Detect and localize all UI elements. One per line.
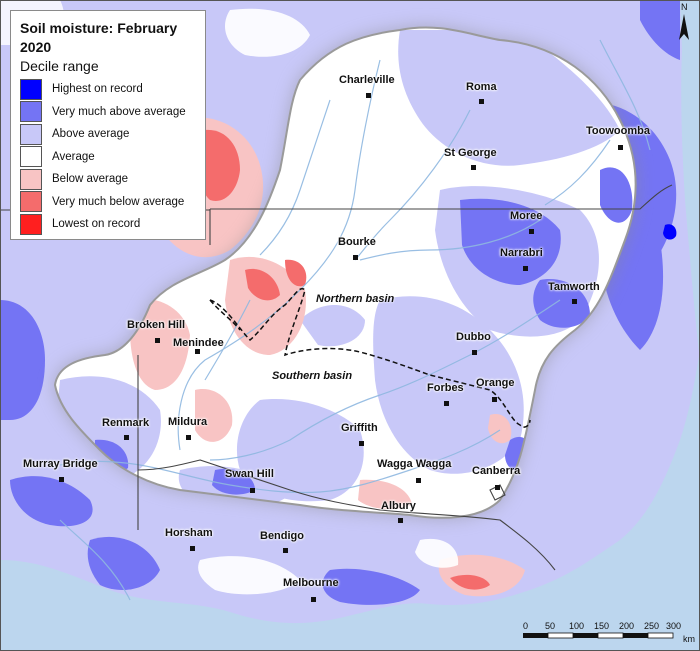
town-marker-albury — [398, 518, 403, 523]
town-marker-orange — [492, 397, 497, 402]
scale-tick-label: 0 — [523, 621, 529, 631]
legend-label: Lowest on record — [52, 218, 141, 231]
place-label: Canberra — [472, 465, 521, 477]
legend-swatch — [20, 123, 42, 145]
legend-swatch — [20, 78, 42, 100]
town-marker-dubbo — [472, 350, 477, 355]
place-label: Moree — [510, 210, 543, 222]
town-marker-horsham — [190, 546, 195, 551]
town-marker-mildura — [186, 435, 191, 440]
town-marker-renmark — [124, 435, 129, 440]
town-marker-murray-bridge — [59, 477, 64, 482]
legend-swatch — [20, 191, 42, 213]
legend-label: Below average — [52, 173, 129, 186]
town-marker-roma — [479, 99, 484, 104]
legend-label: Very much below average — [52, 195, 185, 208]
scale-tick-label: 250 — [644, 621, 660, 631]
place-label: Roma — [466, 81, 497, 93]
scale-tick-label: 300 — [666, 621, 682, 631]
town-marker-st-george — [471, 165, 476, 170]
north-label: N — [681, 2, 688, 12]
place-label: Wagga Wagga — [377, 458, 452, 470]
scale-bar — [523, 632, 674, 639]
town-marker-moree — [529, 229, 534, 234]
place-label: Albury — [381, 500, 416, 512]
place-label: Griffith — [341, 422, 378, 434]
place-label: Narrabri — [500, 247, 543, 259]
legend-row: Highest on record — [20, 78, 205, 101]
map-legend: Soil moisture: February 2020 Decile rang… — [10, 10, 206, 240]
legend-row: Very much below average — [20, 191, 205, 214]
west-very-dry-area — [198, 129, 240, 201]
town-marker-melbourne — [311, 597, 316, 602]
scale-tick-label: 50 — [545, 621, 556, 631]
legend-label: Highest on record — [52, 83, 143, 96]
place-label: Charleville — [339, 74, 395, 86]
town-marker-canberra — [495, 485, 500, 490]
legend-label: Average — [52, 150, 95, 163]
town-marker-bourke — [353, 255, 358, 260]
town-marker-forbes — [444, 401, 449, 406]
legend-row: Above average — [20, 123, 205, 146]
place-label: Dubbo — [456, 331, 491, 343]
legend-title: Soil moisture: February 2020 — [20, 20, 178, 55]
southern-basin-label: Southern basin — [272, 370, 353, 382]
place-label: Murray Bridge — [23, 458, 98, 470]
sea-area — [0, 350, 700, 651]
legend-row: Average — [20, 146, 205, 169]
place-label: Tamworth — [548, 281, 600, 293]
legend-subtitle: Decile range — [20, 58, 99, 74]
legend-swatch — [20, 101, 42, 123]
legend-row: Very much above average — [20, 101, 205, 124]
town-marker-bendigo — [283, 548, 288, 553]
place-label: Toowoomba — [586, 125, 650, 137]
place-label: Forbes — [427, 382, 464, 394]
northern-basin-label: Northern basin — [316, 293, 395, 305]
legend-row: Below average — [20, 168, 205, 191]
place-label: Bendigo — [260, 530, 304, 542]
legend-swatch — [20, 213, 42, 235]
legend-row: Lowest on record — [20, 213, 205, 236]
town-marker-tamworth — [572, 299, 577, 304]
place-label: Horsham — [165, 527, 213, 539]
basin-boundary — [53, 26, 637, 519]
town-marker-narrabri — [523, 266, 528, 271]
legend-label: Above average — [52, 128, 130, 141]
town-marker-charleville — [366, 93, 371, 98]
legend-swatch — [20, 168, 42, 190]
town-marker-toowoomba — [618, 145, 623, 150]
legend-items: Highest on record Very much above averag… — [20, 78, 205, 236]
place-label: St George — [444, 147, 497, 159]
place-label: Menindee — [173, 337, 224, 349]
sea-east — [680, 0, 700, 360]
scale-tick-label: 200 — [619, 621, 635, 631]
scale-tick-label: 100 — [569, 621, 585, 631]
scale-unit-label: km — [683, 634, 695, 644]
town-marker-wagga-wagga — [416, 478, 421, 483]
place-label: Broken Hill — [127, 319, 186, 331]
basin-divide-west — [209, 299, 241, 331]
place-label: Renmark — [102, 417, 150, 429]
place-label: Swan Hill — [225, 468, 274, 480]
place-label: Orange — [476, 377, 515, 389]
town-marker-menindee — [195, 349, 200, 354]
place-label: Bourke — [338, 236, 376, 248]
place-label: Melbourne — [283, 577, 339, 589]
town-marker-griffith — [359, 441, 364, 446]
town-marker-broken-hill — [155, 338, 160, 343]
place-label: Mildura — [168, 416, 208, 428]
scale-tick-label: 150 — [594, 621, 610, 631]
legend-label: Very much above average — [52, 105, 186, 118]
town-marker-swan-hill — [250, 488, 255, 493]
north-arrow — [679, 14, 689, 40]
legend-swatch — [20, 146, 42, 168]
basin-divide — [209, 288, 531, 428]
